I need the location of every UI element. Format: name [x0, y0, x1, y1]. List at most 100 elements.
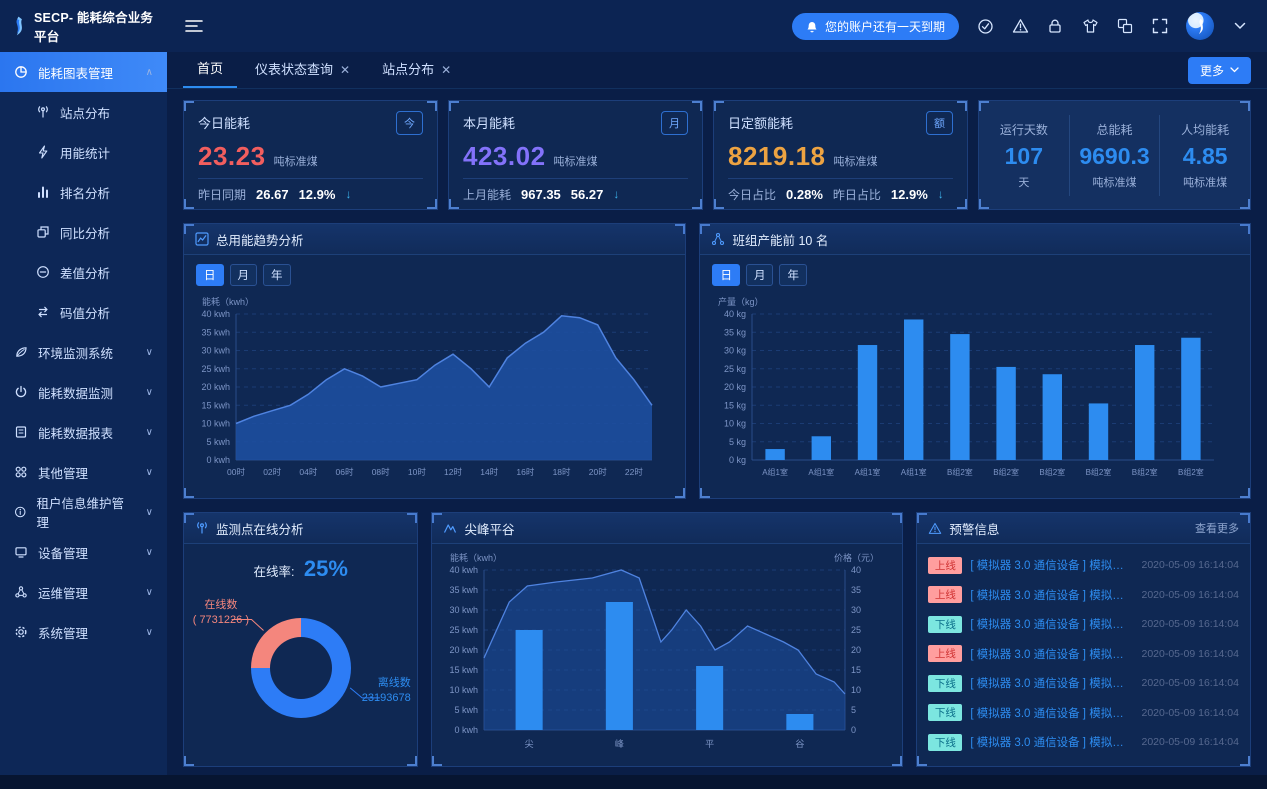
chevron-down-icon[interactable] — [1231, 17, 1249, 35]
main-area: 您的账户还有一天到期 — [167, 0, 1267, 775]
chevron-down-icon: ∨ — [145, 346, 153, 358]
period-toggle: 日 月 年 — [700, 255, 1250, 288]
period-tab-month[interactable]: 月 — [229, 264, 257, 286]
sidebar-group-energy-charts[interactable]: 能耗图表管理 ∧ — [0, 52, 167, 92]
sidebar-group-ops-mgmt[interactable]: 运维管理 ∨ — [0, 572, 167, 612]
user-avatar[interactable] — [1186, 12, 1214, 40]
svg-text:12时: 12时 — [444, 467, 462, 477]
sidebar-item-ranking[interactable]: 排名分析 — [0, 172, 167, 212]
sidebar-group-energy-monitoring[interactable]: 能耗数据监测 ∨ — [0, 372, 167, 412]
dashboard-content: 今日能耗 今 23.23 吨标准煤 昨日同期 26.67 12.9% ↓ — [167, 89, 1267, 775]
panel-title: 总用能趋势分析 — [216, 233, 304, 248]
tab-label: 仪表状态查询 — [255, 62, 334, 77]
sidebar-group-device-mgmt[interactable]: 设备管理 ∨ — [0, 532, 167, 572]
alert-text: [ 模拟器 3.0 通信设备 ] 模拟器 3.0... — [970, 707, 1134, 720]
fullscreen-icon[interactable] — [1151, 17, 1169, 35]
see-more-link[interactable]: 查看更多 — [1194, 523, 1239, 535]
donut-svg — [231, 618, 380, 718]
stat-label: 人均能耗 — [1181, 122, 1230, 137]
sidebar-group-label: 运维管理 — [38, 586, 89, 601]
close-icon[interactable]: ✕ — [340, 63, 351, 77]
alert-row[interactable]: 上线 [ 模拟器 3.0 通信设备 ] 模拟器 3.0... 2020-05-0… — [928, 642, 1239, 666]
sidebar-item-yoy-analysis[interactable]: 同比分析 — [0, 212, 167, 252]
kpi-title: 本月能耗 — [463, 116, 516, 131]
svg-text:0 kg: 0 kg — [729, 455, 746, 465]
sidebar-group-label: 能耗数据监测 — [38, 386, 114, 401]
close-icon[interactable]: ✕ — [441, 63, 452, 77]
svg-text:20: 20 — [851, 645, 861, 655]
sidebar-item-label: 同比分析 — [60, 226, 111, 241]
svg-text:0 kwh: 0 kwh — [455, 725, 479, 735]
tab-meter-status[interactable]: 仪表状态查询 ✕ — [241, 52, 364, 88]
svg-text:10: 10 — [851, 685, 861, 695]
verify-circle-icon[interactable] — [976, 17, 994, 35]
calendar-quota-icon: 额 — [926, 111, 953, 135]
chevron-down-icon: ∨ — [145, 506, 153, 518]
translate-icon[interactable] — [1116, 17, 1134, 35]
svg-text:5 kwh: 5 kwh — [206, 437, 230, 447]
svg-text:20 kg: 20 kg — [724, 382, 746, 392]
alert-text: [ 模拟器 3.0 通信设备 ] 模拟器 3.0... — [970, 648, 1134, 661]
sidebar-item-diff-analysis[interactable]: 差值分析 — [0, 252, 167, 292]
tab-site-distribution[interactable]: 站点分布 ✕ — [368, 52, 465, 88]
alert-row[interactable]: 下线 [ 模拟器 3.0 通信设备 ] 模拟器 3.0... 2020-05-0… — [928, 730, 1239, 754]
alert-row[interactable]: 下线 [ 模拟器 3.0 通信设备 ] 模拟器 3.0... 2020-05-0… — [928, 671, 1239, 695]
alert-row[interactable]: 下线 [ 模拟器 3.0 通信设备 ] 模拟器 3.0... 2020-05-0… — [928, 612, 1239, 636]
sidebar-group-tenant-info[interactable]: 租户信息维护管理 ∨ — [0, 492, 167, 532]
alert-row[interactable]: 上线 [ 模拟器 3.0 通信设备 ] 模拟器 3.0... 2020-05-0… — [928, 553, 1239, 577]
svg-text:A组1室: A组1室 — [763, 467, 789, 477]
sidebar-item-label: 用能统计 — [60, 146, 111, 161]
sidebar-group-other-mgmt[interactable]: 其他管理 ∨ — [0, 452, 167, 492]
chevron-down-icon — [1230, 67, 1239, 73]
svg-text:16时: 16时 — [516, 467, 534, 477]
sidebar-item-label: 码值分析 — [60, 306, 111, 321]
team-capacity-bar-chart: 0 kg 5 kg 10 kg 15 kg 20 kg 25 kg 30 kg 35 kg 40… — [718, 296, 1215, 477]
lock-icon[interactable] — [1046, 17, 1064, 35]
stat-value: 9690.3 — [1079, 142, 1150, 169]
stat-total-energy: 总能耗 9690.3 吨标准煤 — [1068, 114, 1160, 196]
report-icon — [15, 426, 27, 438]
account-expiry-notification[interactable]: 您的账户还有一天到期 — [791, 12, 959, 40]
status-badge: 上线 — [928, 645, 963, 662]
svg-text:产量（kg）: 产量（kg） — [718, 296, 764, 307]
alert-text: [ 模拟器 3.0 通信设备 ] 模拟器 3.0... — [970, 589, 1134, 602]
kpi-value: 423.02 — [463, 141, 546, 171]
sidebar-group-label: 环境监测系统 — [38, 346, 114, 361]
warning-triangle-icon[interactable] — [1011, 17, 1029, 35]
theme-shirt-icon[interactable] — [1081, 17, 1099, 35]
more-tabs-button[interactable]: 更多 — [1187, 56, 1251, 84]
period-tab-year[interactable]: 年 — [779, 264, 807, 286]
panel-title: 班组产能前 10 名 — [732, 233, 829, 248]
stat-per-capita-energy: 人均能耗 4.85 吨标准煤 — [1159, 114, 1250, 196]
period-tab-year[interactable]: 年 — [263, 264, 291, 286]
app-title: SECP- 能耗综合业务平台 — [34, 11, 154, 44]
collapse-menu-icon[interactable] — [185, 17, 203, 35]
sidebar-group-env-monitoring[interactable]: 环境监测系统 ∨ — [0, 332, 167, 372]
sidebar-group-system-mgmt[interactable]: 系统管理 ∨ — [0, 612, 167, 652]
sidebar-item-site-distribution[interactable]: 站点分布 — [0, 92, 167, 132]
tab-home[interactable]: 首页 — [183, 52, 238, 88]
svg-text:25 kg: 25 kg — [724, 364, 746, 374]
svg-text:15 kg: 15 kg — [724, 400, 746, 410]
svg-text:10 kg: 10 kg — [724, 419, 746, 429]
device-monitor-icon — [15, 547, 27, 558]
panel-team-capacity-rank: 班组产能前 10 名 日 月 年 0 kg 5 kg 10 kg 15 kg 20 kg… — [699, 223, 1251, 499]
period-tab-day[interactable]: 日 — [712, 264, 740, 286]
period-tab-day[interactable]: 日 — [196, 264, 224, 286]
sidebar-item-label: 站点分布 — [60, 106, 111, 121]
chevron-down-icon: ∨ — [145, 466, 153, 478]
svg-text:A组1室: A组1室 — [855, 467, 881, 477]
kpi-foot-delta: 12.9% — [298, 186, 336, 202]
chevron-down-icon: ∨ — [145, 626, 153, 638]
alert-row[interactable]: 下线 [ 模拟器 3.0 通信设备 ] 模拟器 3.0... 2020-05-0… — [928, 701, 1239, 725]
panel-energy-trend: 总用能趋势分析 日 月 年 0 kwh 5 kwh 10 kwh 15 kwh 20 k… — [183, 223, 687, 499]
alert-row[interactable]: 上线 [ 模拟器 3.0 通信设备 ] 模拟器 3.0... 2020-05-0… — [928, 583, 1239, 607]
chevron-down-icon: ∨ — [145, 386, 153, 398]
period-tab-month[interactable]: 月 — [745, 264, 774, 286]
sidebar-group-energy-reports[interactable]: 能耗数据报表 ∨ — [0, 412, 167, 452]
svg-text:04时: 04时 — [299, 467, 317, 477]
arrow-down-icon: ↓ — [937, 187, 944, 201]
sidebar-item-energy-stats[interactable]: 用能统计 — [0, 132, 167, 172]
status-badge: 下线 — [928, 674, 963, 692]
sidebar-item-code-value-analysis[interactable]: 码值分析 — [0, 292, 167, 332]
